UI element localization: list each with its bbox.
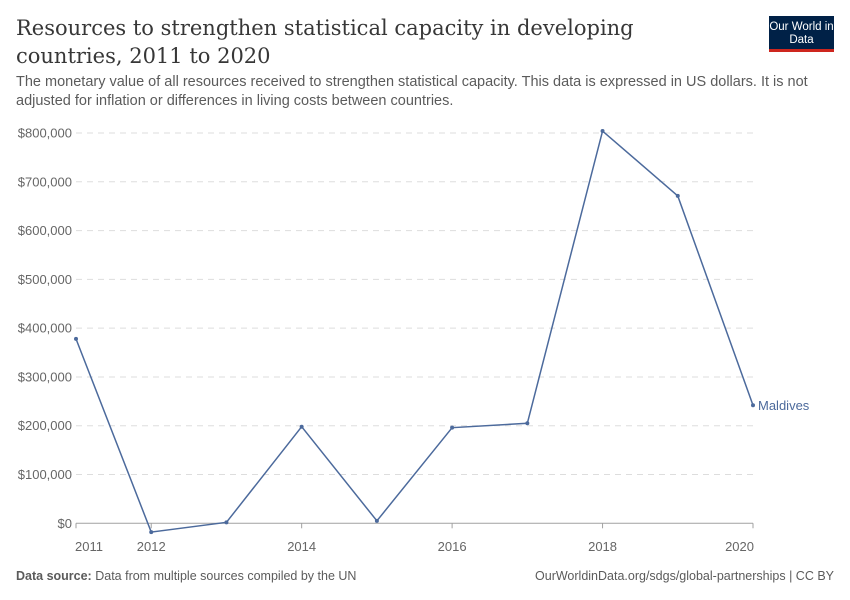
source-link[interactable]: OurWorldinData.org/sdgs/global-partnersh… xyxy=(535,569,834,583)
owid-logo[interactable]: Our World in Data xyxy=(769,16,834,52)
y-tick-label: $100,000 xyxy=(18,467,72,482)
source-label: Data source: xyxy=(16,569,92,583)
x-tick-label: 2016 xyxy=(438,539,467,554)
data-source: Data source: Data from multiple sources … xyxy=(16,569,356,583)
series-line xyxy=(75,129,754,533)
chart-title: Resources to strengthen statistical capa… xyxy=(16,16,634,68)
x-tick-label: 2018 xyxy=(588,539,617,554)
y-tick-label: $800,000 xyxy=(18,126,72,141)
data-point xyxy=(224,520,229,525)
data-point xyxy=(374,518,379,523)
y-tick-label: $0 xyxy=(58,516,72,531)
y-tick-label: $700,000 xyxy=(18,174,72,189)
y-tick-label: $600,000 xyxy=(18,223,72,238)
x-tick-label: 2020 xyxy=(725,539,754,554)
chart-subtitle: The monetary value of all resources rece… xyxy=(16,74,808,109)
y-tick-label: $200,000 xyxy=(18,418,72,433)
y-tick-label: $400,000 xyxy=(18,321,72,336)
data-point xyxy=(525,421,530,426)
line-chart: $0 $100,000 $200,000 $300,000 $400,000 $500,0… xyxy=(18,126,810,555)
x-tick-label: 2012 xyxy=(137,539,166,554)
y-tick-label: $300,000 xyxy=(18,369,72,384)
data-point xyxy=(600,129,605,134)
source-text: Data from multiple sources compiled by t… xyxy=(95,569,357,583)
x-tick-label: 2011 xyxy=(75,539,103,554)
data-point xyxy=(299,424,304,429)
series-label: Maldives xyxy=(758,398,810,413)
data-point xyxy=(74,336,78,341)
data-point xyxy=(675,193,680,198)
y-tick-label: $500,000 xyxy=(18,272,72,287)
data-point xyxy=(450,425,455,430)
data-point xyxy=(751,403,755,408)
data-point xyxy=(149,530,154,535)
x-tick-label: 2014 xyxy=(287,539,316,554)
